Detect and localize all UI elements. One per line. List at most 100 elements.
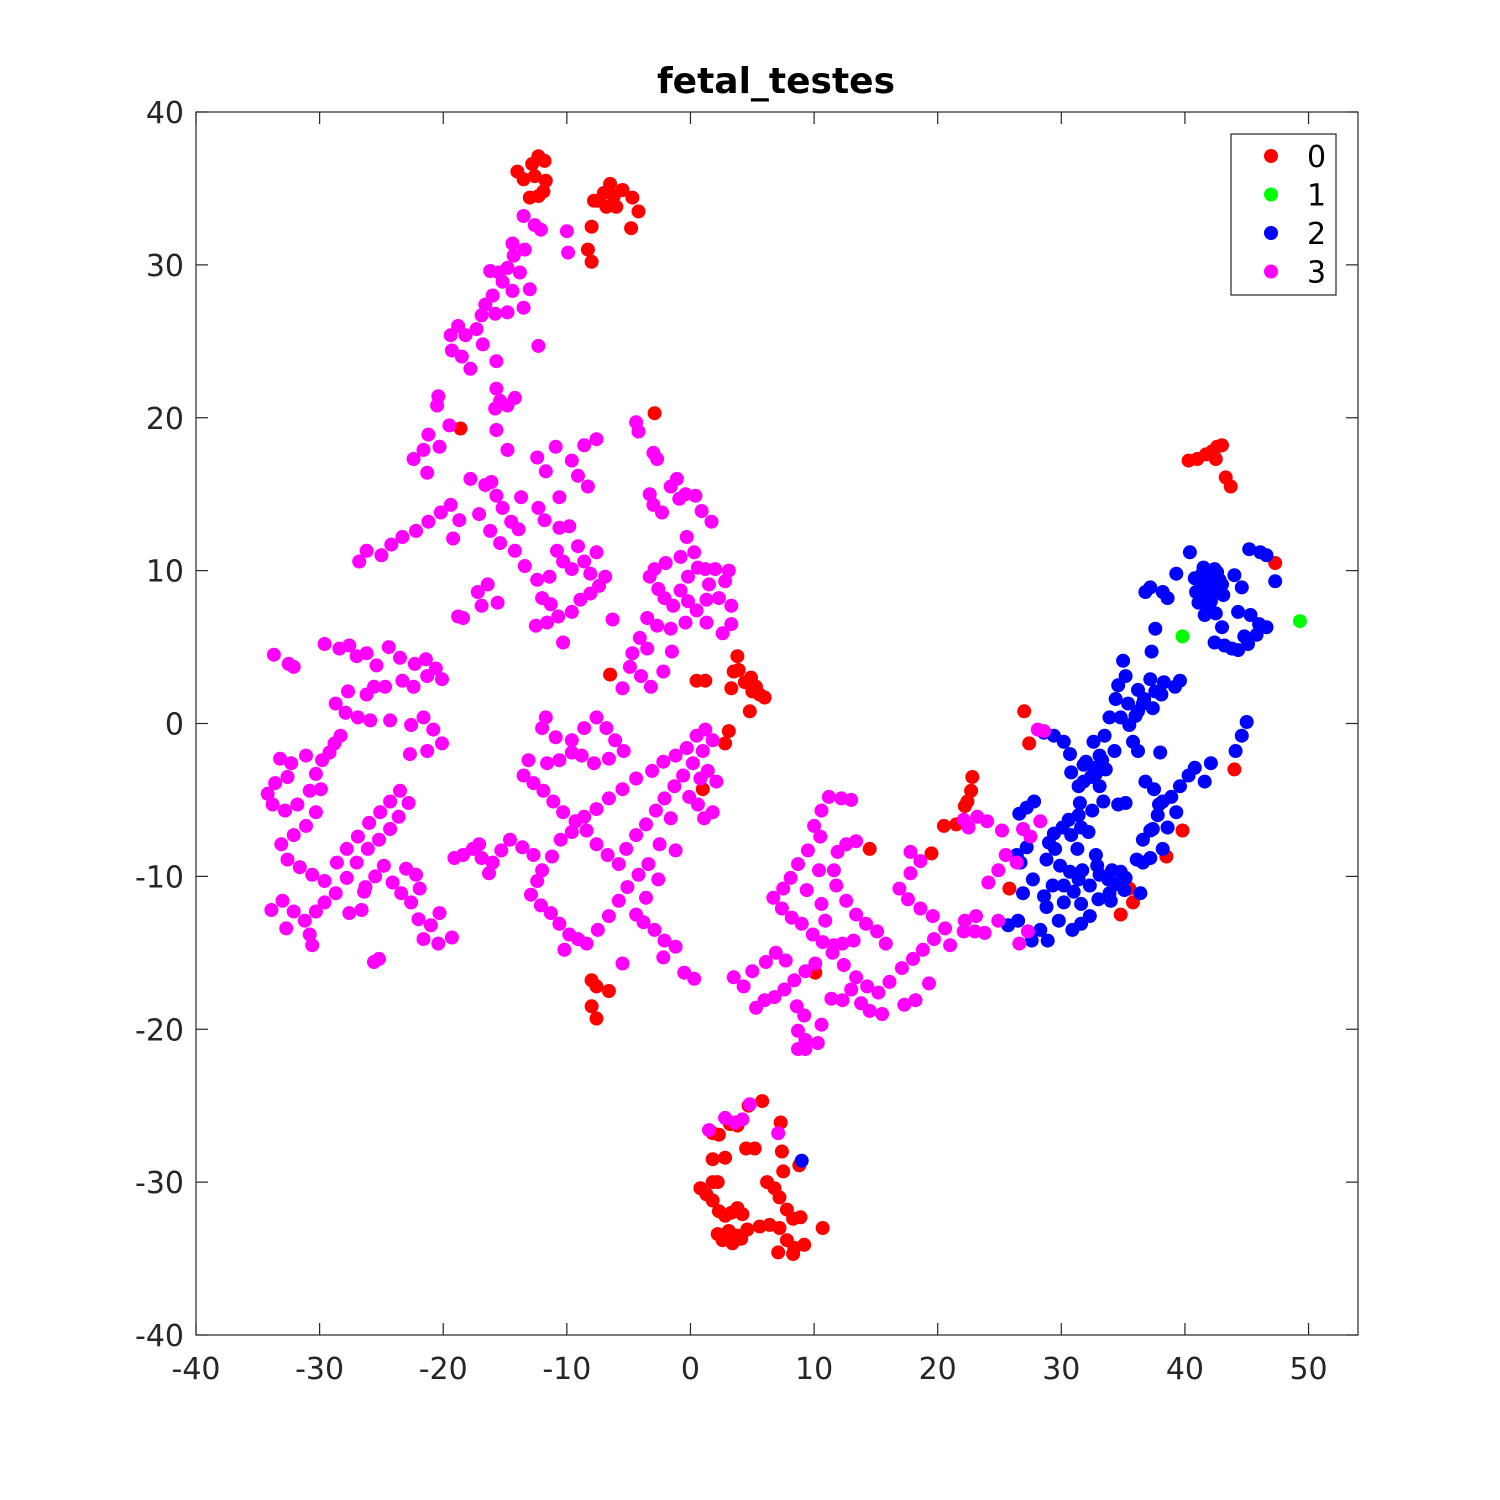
data-point <box>1292 614 1307 629</box>
legend-marker <box>1264 226 1278 240</box>
data-point <box>1243 608 1258 622</box>
x-tick-label: 20 <box>919 1352 957 1387</box>
legend-marker <box>1264 187 1278 202</box>
data-point <box>580 242 595 257</box>
data-point <box>603 667 618 682</box>
data-point <box>656 754 671 769</box>
data-point <box>458 328 473 343</box>
data-point <box>339 870 354 885</box>
data-point <box>587 193 601 208</box>
data-point <box>339 841 354 856</box>
data-point <box>957 799 972 814</box>
data-point <box>673 549 688 564</box>
data-point <box>634 669 648 684</box>
data-point <box>1175 629 1190 644</box>
data-point <box>629 828 644 843</box>
data-point <box>383 822 398 836</box>
data-point <box>1234 728 1249 743</box>
data-point <box>668 748 683 763</box>
data-point <box>695 744 710 758</box>
data-point <box>766 890 781 905</box>
data-point <box>818 913 833 928</box>
data-point <box>721 563 736 578</box>
data-point <box>432 906 447 921</box>
data-point <box>970 809 985 824</box>
data-point <box>540 615 555 630</box>
data-point <box>846 933 861 948</box>
data-point <box>747 1141 762 1156</box>
data-point <box>543 906 558 921</box>
data-point <box>562 519 577 534</box>
data-point <box>583 566 598 581</box>
data-point <box>1086 734 1101 749</box>
data-point <box>1074 896 1089 911</box>
y-tick-label: 10 <box>146 555 184 590</box>
data-point <box>442 418 457 433</box>
data-point <box>328 696 343 711</box>
data-point <box>624 221 639 236</box>
data-point <box>373 805 388 820</box>
data-point <box>478 297 493 312</box>
data-point <box>577 809 592 824</box>
data-point <box>484 475 499 489</box>
x-tick-label: -10 <box>542 1352 591 1387</box>
data-point <box>724 598 739 613</box>
data-point <box>1143 672 1158 687</box>
data-point <box>639 817 653 832</box>
data-point <box>860 979 875 994</box>
data-point <box>601 984 616 998</box>
data-point <box>456 611 470 625</box>
data-point <box>537 513 552 528</box>
data-point <box>676 768 691 783</box>
data-point <box>708 562 723 577</box>
data-point <box>609 199 624 214</box>
data-point <box>589 802 604 817</box>
data-point <box>279 921 294 936</box>
data-point <box>798 964 813 979</box>
data-point <box>849 907 864 922</box>
x-tick-label: 40 <box>1166 1352 1204 1387</box>
data-point <box>1075 863 1090 878</box>
data-point <box>517 559 532 573</box>
data-point <box>1208 452 1223 466</box>
data-point <box>265 797 280 812</box>
data-point <box>689 673 704 688</box>
data-point <box>961 820 976 835</box>
data-point <box>489 488 504 503</box>
data-point <box>991 913 1006 928</box>
data-point <box>787 1240 802 1255</box>
data-point <box>641 857 656 872</box>
data-point <box>406 452 421 466</box>
data-point <box>808 956 823 971</box>
data-point <box>548 439 563 454</box>
data-point <box>745 964 760 979</box>
data-point <box>577 438 592 453</box>
data-point <box>564 745 579 760</box>
data-point <box>821 789 836 804</box>
data-point <box>645 763 660 778</box>
data-point <box>812 863 826 878</box>
data-point <box>757 690 772 705</box>
data-point <box>474 598 489 613</box>
y-tick-label: 40 <box>146 96 184 131</box>
data-point <box>1063 747 1077 762</box>
data-point <box>924 846 939 861</box>
data-point <box>648 803 663 818</box>
data-point <box>517 242 532 257</box>
data-point <box>615 956 630 971</box>
axes-layer: -40 -30 -20 -10 0 10 20 30 40 50-40-30-20-1001020… <box>135 96 1359 1387</box>
data-point <box>791 857 805 872</box>
data-point <box>710 1175 725 1190</box>
data-point <box>625 646 640 661</box>
data-point <box>826 863 841 878</box>
data-point <box>522 282 537 297</box>
data-point <box>651 872 666 887</box>
data-point <box>755 1094 770 1109</box>
data-point <box>667 779 682 794</box>
data-point <box>511 522 526 537</box>
data-point <box>913 854 928 869</box>
data-point <box>341 684 355 699</box>
data-point <box>420 669 435 684</box>
data-point <box>882 974 897 989</box>
data-point <box>349 855 364 870</box>
